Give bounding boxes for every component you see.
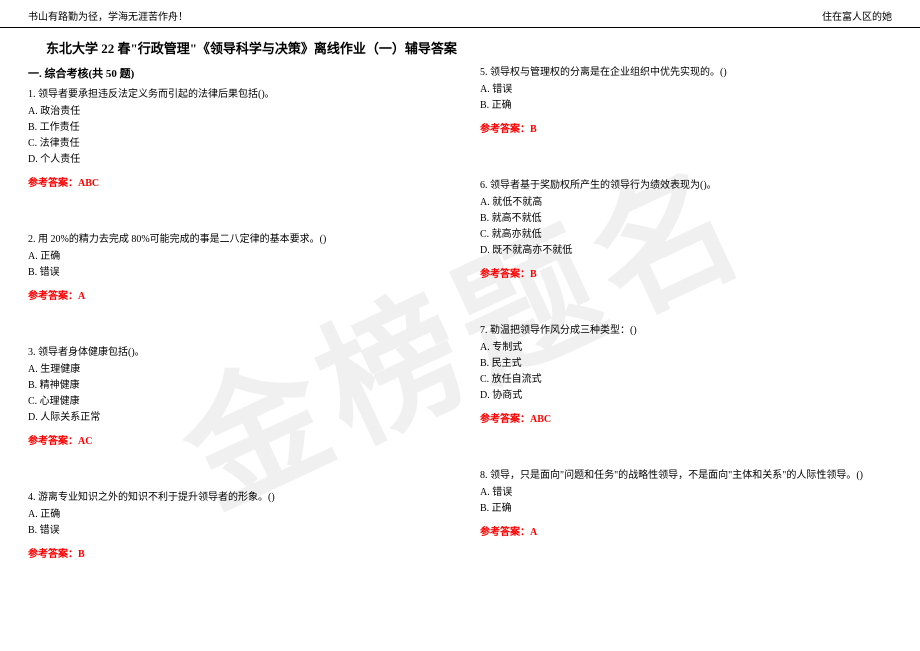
header-left: 书山有路勤为径，学海无涯苦作舟！	[28, 8, 188, 23]
question-stem: 4. 游离专业知识之外的知识不利于提升领导者的形象。()	[28, 490, 440, 506]
question-3: 3. 领导者身体健康包括()。 A. 生理健康 B. 精神健康 C. 心理健康 …	[28, 345, 440, 450]
question-option: B. 错误	[28, 523, 440, 539]
question-option: D. 人际关系正常	[28, 410, 440, 426]
question-option: A. 错误	[480, 485, 892, 501]
question-stem: 5. 领导权与管理权的分离是在企业组织中优先实现的。()	[480, 65, 892, 81]
question-option: C. 法律责任	[28, 136, 440, 152]
question-option: D. 个人责任	[28, 152, 440, 168]
question-6: 6. 领导者基于奖励权所产生的领导行为绩效表现为()。 A. 就低不就高 B. …	[480, 178, 892, 283]
question-option: D. 协商式	[480, 388, 892, 404]
question-option: A. 就低不就高	[480, 195, 892, 211]
question-2: 2. 用 20%的精力去完成 80%可能完成的事是二八定律的基本要求。() A.…	[28, 232, 440, 305]
content-area: 一. 综合考核(共 50 题) 1. 领导者要承担违反法定义务而引起的法律后果包…	[0, 65, 920, 603]
question-option: B. 精神健康	[28, 378, 440, 394]
answer-line: 参考答案：A	[480, 525, 892, 541]
question-stem: 3. 领导者身体健康包括()。	[28, 345, 440, 361]
question-stem: 1. 领导者要承担违反法定义务而引起的法律后果包括()。	[28, 87, 440, 103]
question-option: C. 放任自流式	[480, 372, 892, 388]
left-column: 一. 综合考核(共 50 题) 1. 领导者要承担违反法定义务而引起的法律后果包…	[28, 65, 460, 603]
question-stem: 7. 勒温把领导作风分成三种类型：()	[480, 323, 892, 339]
question-option: B. 正确	[480, 501, 892, 517]
question-stem: 8. 领导，只是面向"问题和任务"的战略性领导，不是面向"主体和关系"的人际性领…	[480, 468, 892, 484]
question-option: A. 政治责任	[28, 104, 440, 120]
question-option: A. 生理健康	[28, 362, 440, 378]
right-column: 5. 领导权与管理权的分离是在企业组织中优先实现的。() A. 错误 B. 正确…	[460, 65, 892, 603]
question-option: B. 民主式	[480, 356, 892, 372]
question-option: A. 正确	[28, 507, 440, 523]
page-title: 东北大学 22 春"行政管理"《领导科学与决策》离线作业（一）辅导答案	[0, 28, 920, 65]
question-stem: 2. 用 20%的精力去完成 80%可能完成的事是二八定律的基本要求。()	[28, 232, 440, 248]
answer-line: 参考答案：B	[480, 267, 892, 283]
question-option: B. 就高不就低	[480, 211, 892, 227]
question-7: 7. 勒温把领导作风分成三种类型：() A. 专制式 B. 民主式 C. 放任自…	[480, 323, 892, 428]
section-title: 一. 综合考核(共 50 题)	[28, 65, 440, 81]
question-option: A. 错误	[480, 82, 892, 98]
question-option: A. 正确	[28, 249, 440, 265]
answer-line: 参考答案：B	[480, 122, 892, 138]
question-option: B. 错误	[28, 265, 440, 281]
answer-line: 参考答案：AC	[28, 434, 440, 450]
question-8: 8. 领导，只是面向"问题和任务"的战略性领导，不是面向"主体和关系"的人际性领…	[480, 468, 892, 541]
answer-line: 参考答案：B	[28, 547, 440, 563]
page-header: 书山有路勤为径，学海无涯苦作舟！ 住在富人区的她	[0, 0, 920, 28]
question-option: C. 就高亦就低	[480, 227, 892, 243]
question-stem: 6. 领导者基于奖励权所产生的领导行为绩效表现为()。	[480, 178, 892, 194]
answer-line: 参考答案：A	[28, 289, 440, 305]
question-option: A. 专制式	[480, 340, 892, 356]
header-right: 住在富人区的她	[822, 8, 892, 23]
question-option: D. 既不就高亦不就低	[480, 243, 892, 259]
question-1: 1. 领导者要承担违反法定义务而引起的法律后果包括()。 A. 政治责任 B. …	[28, 87, 440, 192]
answer-line: 参考答案：ABC	[480, 412, 892, 428]
question-option: B. 工作责任	[28, 120, 440, 136]
question-option: B. 正确	[480, 98, 892, 114]
answer-line: 参考答案：ABC	[28, 176, 440, 192]
question-4: 4. 游离专业知识之外的知识不利于提升领导者的形象。() A. 正确 B. 错误…	[28, 490, 440, 563]
question-5: 5. 领导权与管理权的分离是在企业组织中优先实现的。() A. 错误 B. 正确…	[480, 65, 892, 138]
question-option: C. 心理健康	[28, 394, 440, 410]
